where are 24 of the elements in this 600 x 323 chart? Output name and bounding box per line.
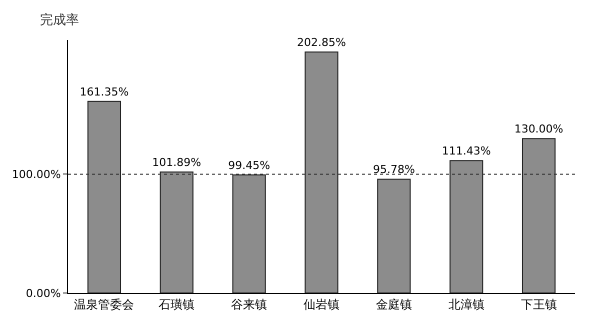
x-tick-label: 下王镇 bbox=[520, 297, 557, 312]
bar bbox=[522, 138, 556, 293]
x-tick-label: 金庭镇 bbox=[376, 297, 412, 312]
y-axis-title: 完成率 bbox=[40, 12, 79, 28]
data-label: 101.89% bbox=[152, 156, 202, 169]
data-label: 111.43% bbox=[442, 144, 491, 158]
x-tick-label: 仙岩镇 bbox=[304, 297, 340, 312]
bar bbox=[377, 178, 411, 293]
bar bbox=[160, 171, 194, 293]
data-label: 130.00% bbox=[514, 122, 564, 136]
data-label: 202.85% bbox=[297, 36, 346, 50]
bar bbox=[87, 100, 122, 293]
y-tick-label: 100.00% bbox=[12, 168, 61, 182]
y-tick-label: 0.00% bbox=[26, 286, 61, 300]
data-label: 161.35% bbox=[80, 85, 129, 98]
bar bbox=[450, 160, 484, 293]
x-tick-label: 北漳镇 bbox=[448, 297, 484, 312]
x-tick-label: 谷来镇 bbox=[231, 297, 268, 312]
bar bbox=[304, 52, 338, 293]
data-label: 95.78% bbox=[372, 163, 415, 176]
bar bbox=[232, 174, 266, 293]
x-tick-label: 石璜镇 bbox=[158, 297, 195, 312]
x-tick-label: 温泉管委会 bbox=[74, 297, 134, 312]
data-label: 99.45% bbox=[228, 158, 270, 172]
